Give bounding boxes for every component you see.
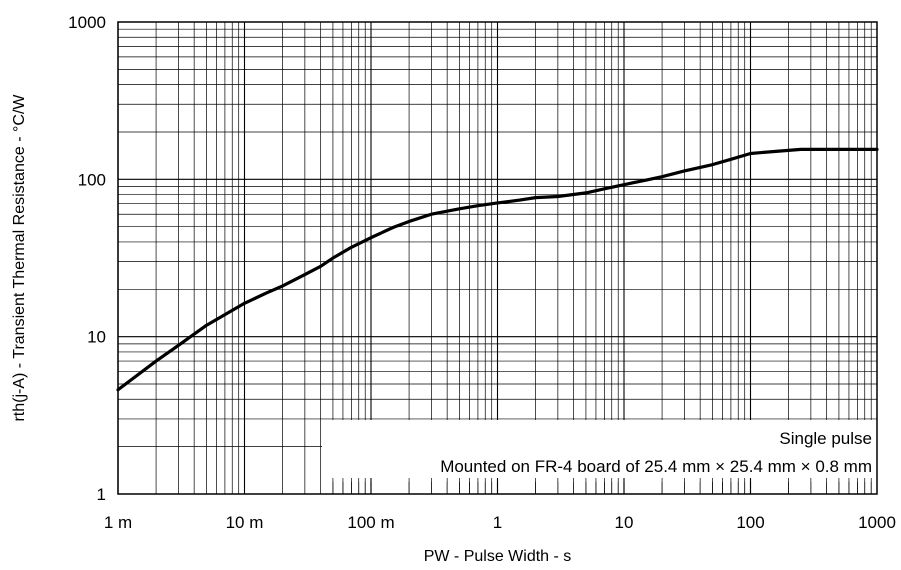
y-tick-label-0: 1 (97, 485, 106, 504)
x-tick-labels: 1 m 10 m 100 m 1 10 100 1000 (104, 513, 896, 532)
x-tick-label-3: 1 (493, 513, 502, 532)
annotation-box-grid (332, 482, 872, 494)
x-tick-label-2: 100 m (347, 513, 394, 532)
x-axis-title: PW - Pulse Width - s (424, 548, 572, 565)
series-line-single-pulse (116, 147, 879, 392)
plot-frame (117, 21, 878, 495)
y-tick-label-2: 100 (78, 170, 106, 189)
y-tick-label-1: 10 (87, 328, 106, 347)
y-axis-title: rth(j-A) - Transient Thermal Resistance … (11, 94, 28, 422)
x-tick-label-4: 10 (615, 513, 634, 532)
annotation-single-pulse: Single pulse (779, 429, 872, 448)
y-tick-labels: 1 10 100 1000 (68, 13, 106, 504)
annotation-board-spec: Mounted on FR-4 board of 25.4 mm × 25.4 … (440, 457, 872, 476)
annotation-box (322, 420, 877, 478)
x-tick-label-1: 10 m (226, 513, 264, 532)
x-tick-label-5: 100 (736, 513, 764, 532)
x-tick-label-0: 1 m (104, 513, 132, 532)
x-tick-label-6: 1000 (858, 513, 896, 532)
y-tick-label-3: 1000 (68, 13, 106, 32)
